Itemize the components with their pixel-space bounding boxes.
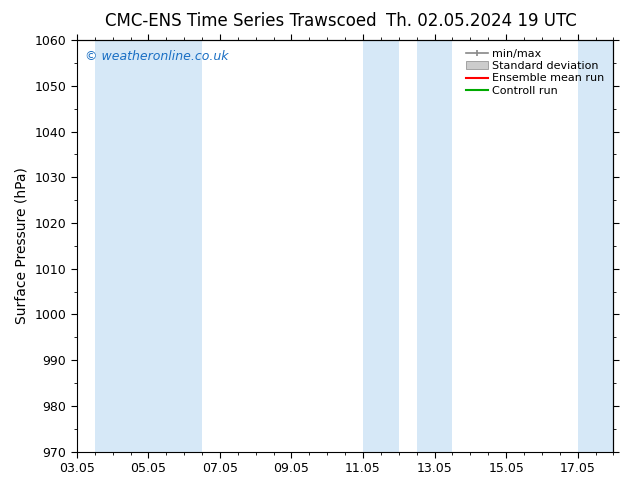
Legend: min/max, Standard deviation, Ensemble mean run, Controll run: min/max, Standard deviation, Ensemble me…	[462, 46, 608, 99]
Bar	[578, 40, 617, 452]
Text: © weatheronline.co.uk: © weatheronline.co.uk	[85, 50, 228, 63]
Bar	[417, 40, 453, 452]
Bar	[363, 40, 399, 452]
Bar	[131, 40, 202, 452]
Y-axis label: Surface Pressure (hPa): Surface Pressure (hPa)	[15, 168, 29, 324]
Text: Th. 02.05.2024 19 UTC: Th. 02.05.2024 19 UTC	[387, 12, 577, 30]
Bar	[94, 40, 131, 452]
Text: CMC-ENS Time Series Trawscoed: CMC-ENS Time Series Trawscoed	[105, 12, 377, 30]
